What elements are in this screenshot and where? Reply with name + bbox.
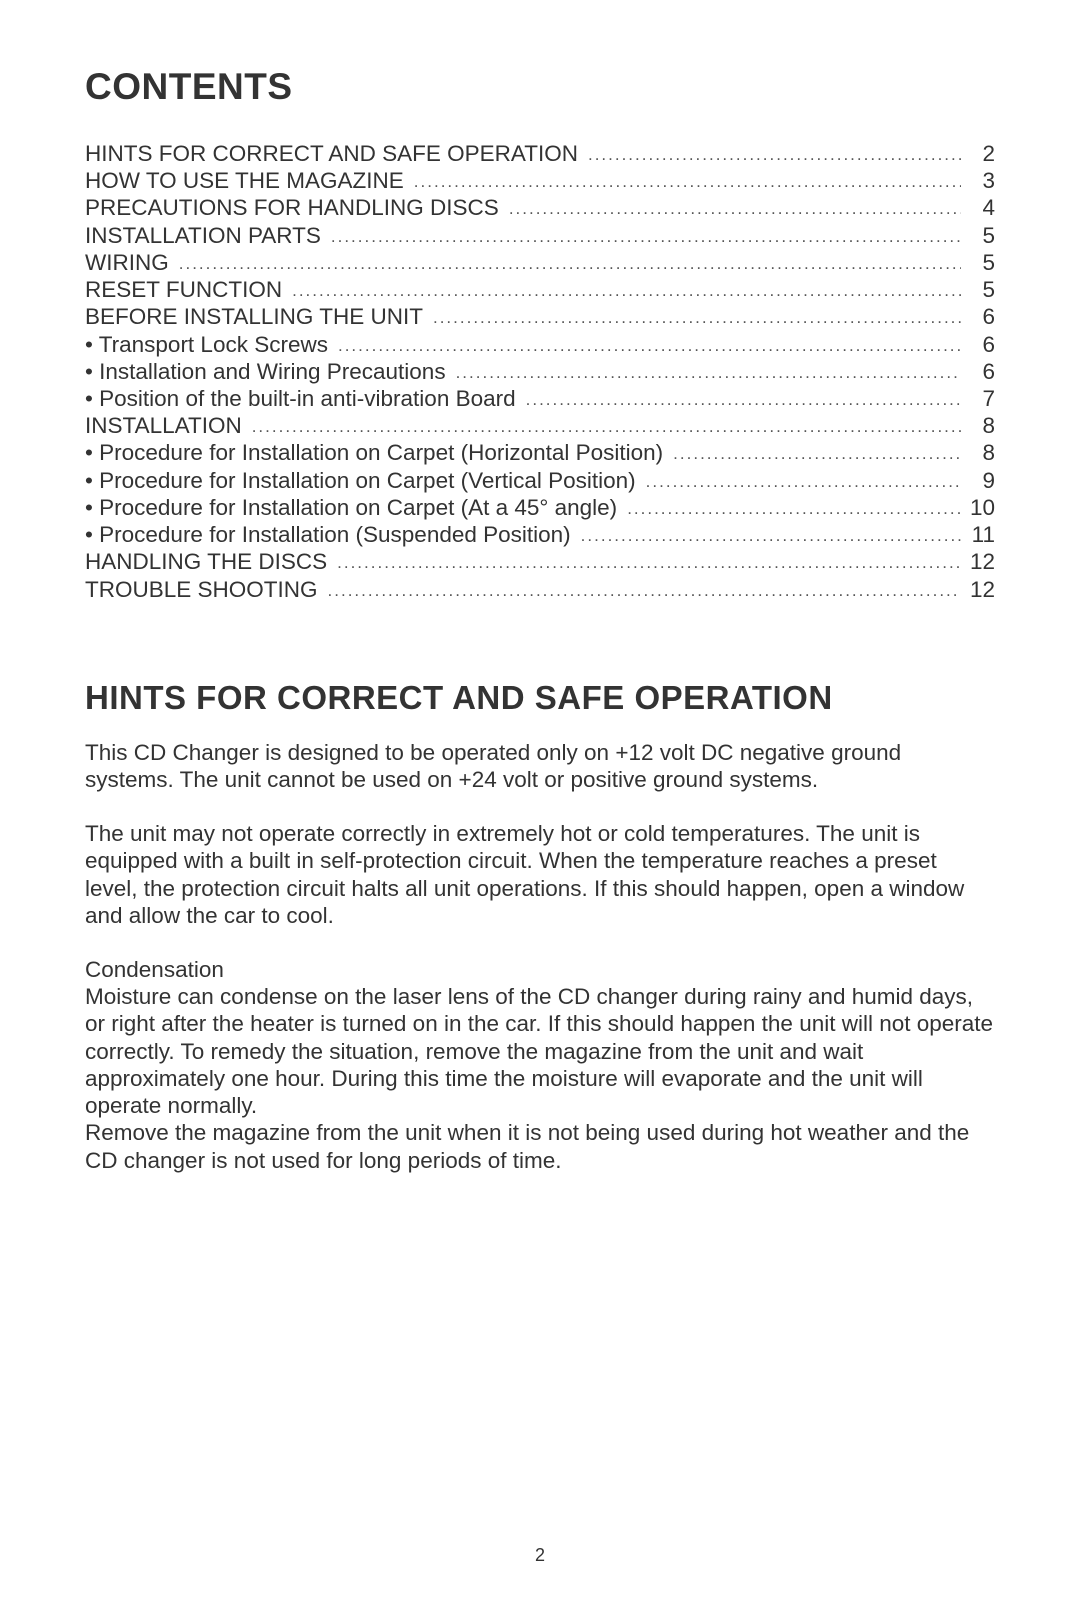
toc-sub-label: Position of the built-in anti-vibration … xyxy=(85,385,516,412)
toc-leader-dots xyxy=(526,390,961,411)
toc-row: Installation and Wiring Precautions 6 xyxy=(85,358,995,385)
toc-leader-dots xyxy=(292,281,961,302)
toc-leader-dots xyxy=(509,199,961,220)
toc-row: WIRING 5 xyxy=(85,249,995,276)
toc-label: HINTS FOR CORRECT AND SAFE OPERATION xyxy=(85,140,578,167)
contents-heading: CONTENTS xyxy=(85,66,995,108)
toc-row: TROUBLE SHOOTING 12 xyxy=(85,576,995,603)
toc-page: 12 xyxy=(965,576,995,603)
toc-row: HINTS FOR CORRECT AND SAFE OPERATION 2 xyxy=(85,140,995,167)
toc-leader-dots xyxy=(337,553,961,574)
toc-row: RESET FUNCTION 5 xyxy=(85,276,995,303)
toc-label: INSTALLATION PARTS xyxy=(85,222,321,249)
toc-sub-label: Procedure for Installation on Carpet (Ve… xyxy=(85,467,636,494)
toc-row: Position of the built-in anti-vibration … xyxy=(85,385,995,412)
toc-row: Procedure for Installation (Suspended Po… xyxy=(85,521,995,548)
toc-label: WIRING xyxy=(85,249,169,276)
toc-page: 10 xyxy=(965,494,995,521)
toc-page: 8 xyxy=(965,439,995,466)
toc-leader-dots xyxy=(646,472,961,493)
toc-page: 5 xyxy=(965,222,995,249)
toc-page: 5 xyxy=(965,276,995,303)
toc-sub-label: Installation and Wiring Precautions xyxy=(85,358,446,385)
toc-row: PRECAUTIONS FOR HANDLING DISCS 4 xyxy=(85,194,995,221)
toc-label: INSTALLATION xyxy=(85,412,242,439)
hints-heading: HINTS FOR CORRECT AND SAFE OPERATION xyxy=(85,679,995,717)
toc-label: TROUBLE SHOOTING xyxy=(85,576,318,603)
toc-page: 2 xyxy=(965,140,995,167)
toc-row: BEFORE INSTALLING THE UNIT 6 xyxy=(85,303,995,330)
toc-leader-dots xyxy=(331,227,961,248)
toc-label: BEFORE INSTALLING THE UNIT xyxy=(85,303,423,330)
toc-page: 12 xyxy=(965,548,995,575)
toc-leader-dots xyxy=(588,145,961,166)
toc-row: INSTALLATION PARTS 5 xyxy=(85,222,995,249)
toc-row: Procedure for Installation on Carpet (Ve… xyxy=(85,467,995,494)
toc-leader-dots xyxy=(456,363,961,384)
toc-leader-dots xyxy=(433,308,961,329)
toc-sub-label: Procedure for Installation on Carpet (Ho… xyxy=(85,439,663,466)
body-paragraph: This CD Changer is designed to be operat… xyxy=(85,739,995,793)
closing-paragraph: Remove the magazine from the unit when i… xyxy=(85,1119,995,1173)
toc-page: 6 xyxy=(965,331,995,358)
toc-label: RESET FUNCTION xyxy=(85,276,282,303)
toc-page: 4 xyxy=(965,194,995,221)
toc-leader-dots xyxy=(627,499,961,520)
toc-leader-dots xyxy=(252,417,961,438)
toc-label: HOW TO USE THE MAGAZINE xyxy=(85,167,404,194)
toc-page: 3 xyxy=(965,167,995,194)
toc-leader-dots xyxy=(179,254,961,275)
toc-row: Procedure for Installation on Carpet (Ho… xyxy=(85,439,995,466)
toc-leader-dots xyxy=(328,581,961,602)
toc-page: 11 xyxy=(965,521,995,548)
toc-leader-dots xyxy=(338,336,961,357)
toc-page: 8 xyxy=(965,412,995,439)
toc-page: 5 xyxy=(965,249,995,276)
page-number: 2 xyxy=(0,1545,1080,1566)
toc-leader-dots xyxy=(673,444,961,465)
toc-page: 7 xyxy=(965,385,995,412)
toc-leader-dots xyxy=(581,526,961,547)
toc-sub-label: Transport Lock Screws xyxy=(85,331,328,358)
toc-row: HANDLING THE DISCS 12 xyxy=(85,548,995,575)
table-of-contents: HINTS FOR CORRECT AND SAFE OPERATION 2 HO… xyxy=(85,140,995,603)
toc-row: Transport Lock Screws 6 xyxy=(85,331,995,358)
condensation-paragraph: Moisture can condense on the laser lens … xyxy=(85,983,995,1119)
toc-label: PRECAUTIONS FOR HANDLING DISCS xyxy=(85,194,499,221)
condensation-label: Condensation xyxy=(85,956,995,983)
toc-row: INSTALLATION 8 xyxy=(85,412,995,439)
toc-row: Procedure for Installation on Carpet (At… xyxy=(85,494,995,521)
toc-row: HOW TO USE THE MAGAZINE 3 xyxy=(85,167,995,194)
body-paragraph: The unit may not operate correctly in ex… xyxy=(85,820,995,929)
toc-page: 6 xyxy=(965,303,995,330)
toc-page: 9 xyxy=(965,467,995,494)
toc-page: 6 xyxy=(965,358,995,385)
toc-leader-dots xyxy=(414,172,961,193)
toc-label: HANDLING THE DISCS xyxy=(85,548,327,575)
toc-sub-label: Procedure for Installation (Suspended Po… xyxy=(85,521,571,548)
toc-sub-label: Procedure for Installation on Carpet (At… xyxy=(85,494,617,521)
